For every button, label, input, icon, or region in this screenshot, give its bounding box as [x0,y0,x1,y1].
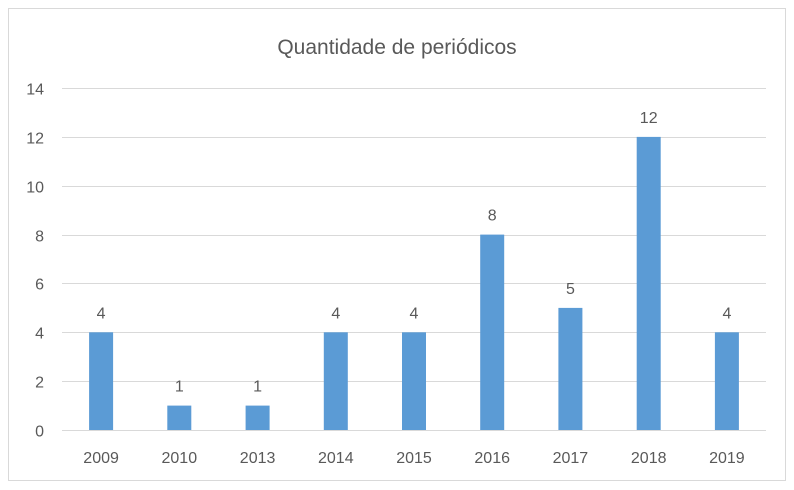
data-label: 4 [722,305,731,322]
bar [89,332,114,430]
x-tick-label: 2019 [709,450,745,467]
data-label: 8 [488,208,497,225]
data-labels: 4 1 1 4 4 8 5 12 4 [97,110,732,396]
data-label: 12 [640,110,658,127]
bar [636,136,661,430]
x-tick-label: 2013 [240,450,276,467]
x-tick-label: 2015 [396,450,432,467]
x-tick-label: 2017 [553,450,589,467]
y-tick-label: 10 [26,180,44,197]
x-tick-label: 2009 [83,450,119,467]
y-tick-label: 2 [35,375,44,392]
x-tick-label: 2018 [631,450,667,467]
y-tick-label: 12 [26,131,44,148]
y-tick-label: 6 [35,277,44,294]
x-tick-label: 2014 [318,450,354,467]
data-label: 4 [410,305,419,322]
data-label: 5 [566,281,575,298]
y-tick-label: 4 [35,326,44,343]
y-tick-label: 14 [26,82,44,99]
bar [323,332,348,430]
bars [89,136,739,430]
bar [167,405,192,430]
data-label: 4 [97,305,106,322]
bar [245,405,270,430]
bar [402,332,426,430]
x-axis-ticks: 2009 2010 2013 2014 2015 2016 2017 2018 2019 [83,450,744,467]
data-label: 4 [331,305,340,322]
bar [558,307,583,430]
bar [714,332,739,430]
y-tick-label: 8 [35,229,44,246]
data-label: 1 [175,379,184,396]
bar [480,234,505,430]
x-tick-label: 2010 [162,450,198,467]
chart-border [8,8,786,481]
y-axis-ticks: 0 2 4 6 8 10 12 14 [26,82,44,441]
x-tick-label: 2016 [474,450,510,467]
y-tick-label: 0 [35,424,44,441]
data-label: 1 [253,379,262,396]
chart-title: Quantidade de periódicos [277,36,516,59]
